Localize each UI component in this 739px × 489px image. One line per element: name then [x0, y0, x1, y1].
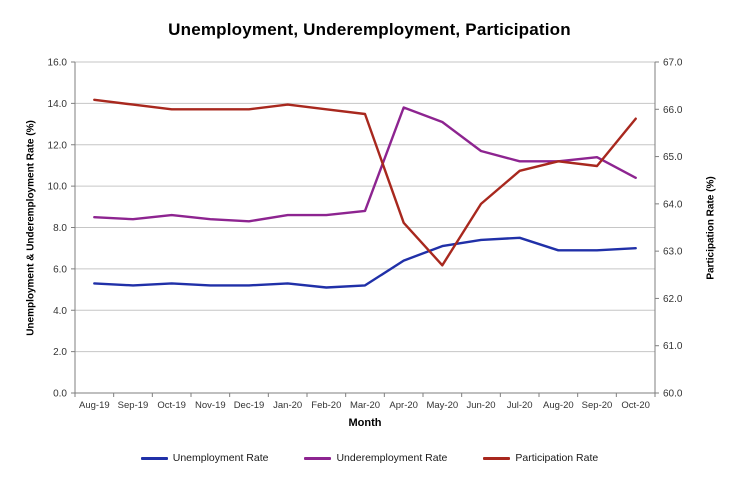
x-axis-tick-label: Aug-20	[543, 400, 574, 411]
x-axis-tick-label: Apr-20	[389, 400, 418, 411]
left-axis-tick-label: 4.0	[53, 306, 67, 317]
x-axis-tick-label: Jul-20	[507, 400, 533, 411]
right-axis-tick-label: 60.0	[663, 389, 683, 400]
x-axis-tick-label: Dec-19	[234, 400, 265, 411]
left-axis-tick-label: 2.0	[53, 347, 67, 358]
left-axis-tick-label: 6.0	[53, 264, 67, 275]
x-axis-tick-label: Aug-19	[79, 400, 110, 411]
x-axis-tick-label: Jan-20	[273, 400, 302, 411]
legend-item-underemployment-rate: Underemployment Rate	[304, 452, 447, 464]
left-axis-tick-label: 16.0	[48, 58, 68, 69]
legend-item-unemployment-rate: Unemployment Rate	[140, 452, 269, 464]
underemployment-line-icon	[304, 456, 332, 460]
participation-line-icon	[483, 456, 511, 460]
legend-item-participation-rate: Participation Rate	[483, 452, 598, 464]
right-axis-tick-label: 62.0	[663, 294, 683, 305]
series-line-participation-rate	[93, 98, 637, 267]
legend-label: Underemployment Rate	[336, 452, 448, 464]
left-axis-tick-label: 12.0	[48, 140, 68, 151]
left-axis-tick-label: 14.0	[48, 99, 68, 110]
x-axis-tick-label: Sep-20	[582, 400, 613, 411]
left-axis-tick-label: 8.0	[53, 223, 67, 234]
left-axis-tick-label: 10.0	[48, 182, 68, 193]
x-axis-tick-label: Oct-20	[621, 400, 650, 411]
x-axis-tick-label: Mar-20	[350, 400, 380, 411]
legend: Unemployment Rate Underemployment Rate P…	[0, 452, 739, 464]
right-axis-tick-label: 65.0	[663, 152, 683, 163]
right-axis-tick-label: 67.0	[663, 58, 683, 69]
right-axis-tick-label: 61.0	[663, 341, 683, 352]
series-line-underemployment-rate	[93, 106, 637, 223]
right-axis-title: Participation Rate (%)	[705, 176, 717, 280]
x-axis-tick-label: May-20	[426, 400, 458, 411]
legend-label: Participation Rate	[515, 452, 599, 464]
x-axis-tick-label: Oct-19	[157, 400, 186, 411]
series-line-unemployment-rate	[93, 236, 637, 289]
chart-title: Unemployment, Underemployment, Participa…	[168, 20, 571, 39]
right-axis-tick-label: 64.0	[663, 199, 683, 210]
x-axis-tick-label: Sep-19	[118, 400, 149, 411]
right-axis-tick-label: 63.0	[663, 247, 683, 258]
unemployment-line-icon	[140, 456, 168, 460]
x-axis-tick-label: Jun-20	[466, 400, 495, 411]
right-axis-tick-label: 66.0	[663, 105, 683, 116]
x-axis-tick-label: Feb-20	[311, 400, 341, 411]
legend-label: Unemployment Rate	[172, 452, 269, 464]
left-axis-tick-label: 0.0	[53, 389, 67, 400]
x-axis-tick-label: Nov-19	[195, 400, 226, 411]
x-axis-title: Month	[348, 417, 382, 429]
left-axis-title: Unemployment & Underemployment Rate (%)	[25, 120, 37, 336]
